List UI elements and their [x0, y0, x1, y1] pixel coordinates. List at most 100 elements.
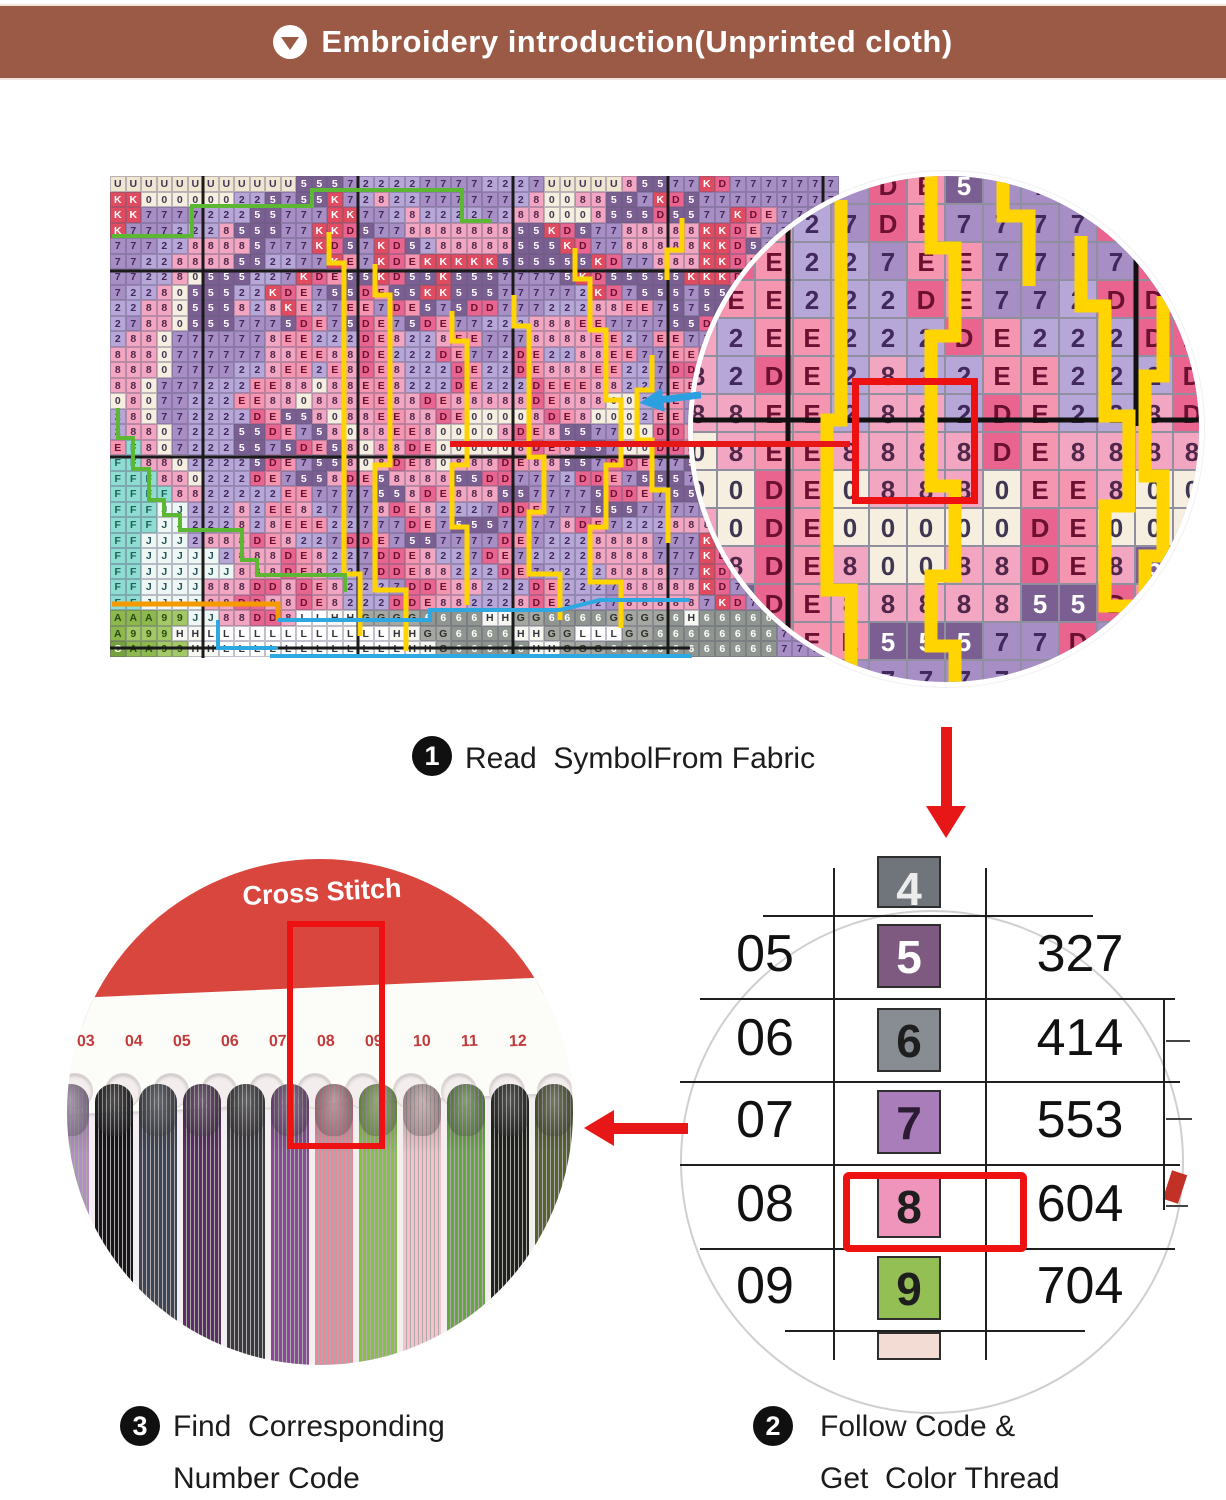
chart-cell: D [575, 517, 591, 533]
chart-cell: 7 [187, 346, 203, 362]
chart-cell: 2 [187, 517, 203, 533]
chart-cell: 8 [404, 222, 420, 238]
chart-cell: K [590, 284, 606, 300]
chart-cell: 7 [668, 176, 684, 192]
chart-cell: 5 [280, 315, 296, 331]
chart-cell: 8 [265, 346, 281, 362]
chart-cell: 8 [187, 486, 203, 502]
mag-cell [755, 660, 793, 682]
chart-cell: E [296, 331, 312, 347]
chart-cell: 7 [172, 346, 188, 362]
mag-cell [717, 176, 755, 204]
chart-cell: 8 [528, 207, 544, 223]
chart-cell: 7 [218, 346, 234, 362]
chart-cell: 7 [497, 284, 513, 300]
chart-cell: D [389, 238, 405, 254]
chart-cell: 7 [435, 532, 451, 548]
chart-cell: 0 [575, 207, 591, 223]
chart-cell: 2 [358, 594, 374, 610]
mag-cell [693, 622, 717, 660]
chart-cell: E [327, 362, 343, 378]
chart-cell: 5 [668, 486, 684, 502]
chart-cell: 5 [327, 439, 343, 455]
chart-cell: 5 [637, 284, 653, 300]
chart-cell: 6 [559, 610, 575, 626]
symbol-swatch: 8 [877, 1174, 941, 1238]
mag-cell: 7 [983, 176, 1021, 204]
chart-cell: E [296, 517, 312, 533]
chart-cell: 0 [435, 439, 451, 455]
chart-cell: E [296, 548, 312, 564]
chart-cell: 8 [435, 238, 451, 254]
chart-cell: K [280, 300, 296, 316]
chart-cell: 8 [311, 548, 327, 564]
mag-cell: 8 [717, 546, 755, 584]
chart-cell: 6 [435, 610, 451, 626]
mag-cell: 8 [1135, 394, 1173, 432]
mag-cell: 8 [869, 432, 907, 470]
chart-cell: 2 [249, 501, 265, 517]
chart-cell: 8 [559, 315, 575, 331]
chart-cell: 8 [141, 455, 157, 471]
chart-cell: K [420, 253, 436, 269]
chart-cell: D [606, 253, 622, 269]
chart-cell: 2 [218, 501, 234, 517]
chart-cell: 7 [373, 222, 389, 238]
chart-cell: 5 [420, 532, 436, 548]
chart-cell: 8 [466, 579, 482, 595]
chart-cell: 7 [265, 439, 281, 455]
chart-cell: F [125, 594, 141, 610]
chart-cell: 2 [451, 501, 467, 517]
mag-cell: E [907, 242, 945, 280]
chart-cell: 8 [218, 594, 234, 610]
chart-cell: 7 [296, 238, 312, 254]
chart-cell: D [668, 424, 684, 440]
chart-cell: 5 [575, 222, 591, 238]
chart-cell: 5 [420, 300, 436, 316]
chart-cell: L [280, 641, 296, 657]
thread-bundle [67, 1084, 89, 1365]
chart-cell: G [373, 610, 389, 626]
chart-cell: 2 [311, 362, 327, 378]
chart-cell: 5 [187, 315, 203, 331]
chart-cell: 5 [296, 176, 312, 192]
chart-cell: D [497, 470, 513, 486]
chart-cell: 8 [141, 315, 157, 331]
mag-cell: 7 [907, 660, 945, 682]
chart-cell: E [466, 362, 482, 378]
chart-cell: 5 [575, 455, 591, 471]
chart-cell: E [420, 517, 436, 533]
chart-cell: 2 [497, 346, 513, 362]
mag-cell: E [1059, 546, 1097, 584]
chart-cell: E [404, 300, 420, 316]
step2-badge: 2 [753, 1406, 793, 1446]
mag-cell: 2 [831, 318, 869, 356]
chart-cell: 8 [435, 222, 451, 238]
chart-cell: 8 [187, 238, 203, 254]
chart-cell: 8 [637, 548, 653, 564]
chart-cell: 7 [296, 207, 312, 223]
chart-cell: U [110, 176, 126, 192]
chart-cell: E [311, 579, 327, 595]
chart-cell: 7 [156, 222, 172, 238]
chart-cell: H [327, 610, 343, 626]
chart-cell: U [265, 176, 281, 192]
chart-cell: 2 [497, 377, 513, 393]
mag-cell: D [1135, 318, 1173, 356]
chart-cell: 8 [389, 331, 405, 347]
mag-cell: 8 [717, 394, 755, 432]
mag-cell: 2 [907, 318, 945, 356]
chart-cell: 2 [234, 486, 250, 502]
chart-cell: 2 [327, 548, 343, 564]
chart-cell: G [637, 625, 653, 641]
chart-cell: 8 [373, 191, 389, 207]
chart-cell: 2 [652, 517, 668, 533]
chart-cell: 5 [528, 238, 544, 254]
chart-cell: F [110, 563, 126, 579]
chart-cell: 5 [513, 253, 529, 269]
chart-cell: E [451, 346, 467, 362]
chart-cell: D [389, 594, 405, 610]
chart-cell: E [311, 346, 327, 362]
chart-cell: E [311, 594, 327, 610]
